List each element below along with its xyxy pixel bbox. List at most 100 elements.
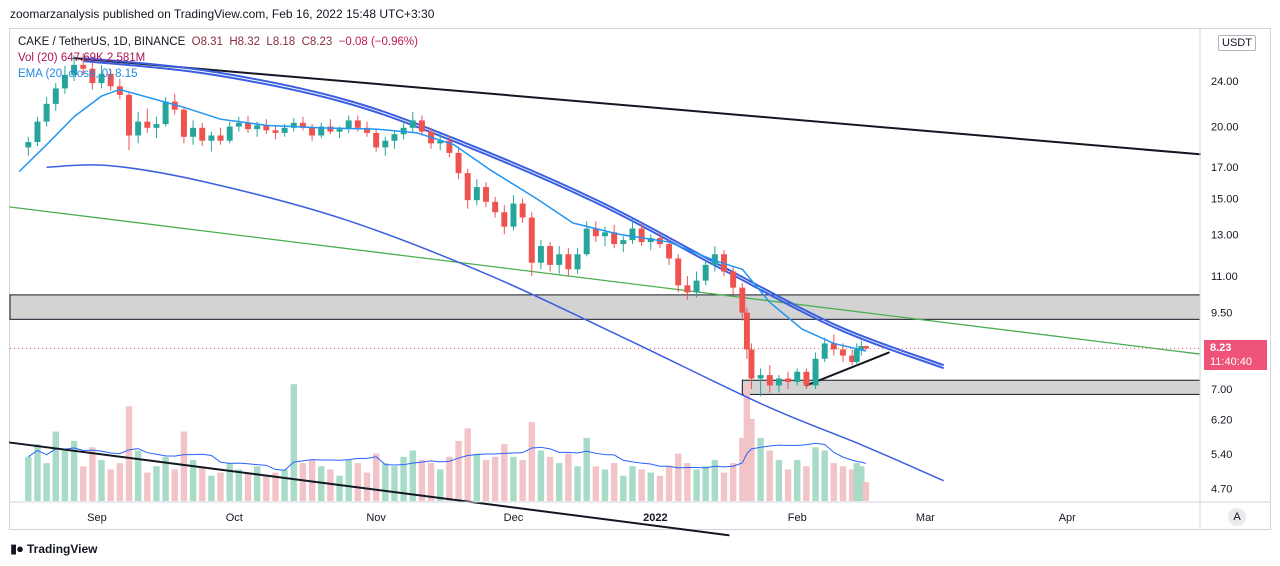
candle-body — [180, 109, 187, 137]
volume-bar — [272, 472, 279, 501]
candle-body — [190, 127, 197, 137]
candle-body — [455, 152, 462, 174]
last-price: 8.23 — [1210, 342, 1232, 354]
candle-body — [473, 187, 480, 201]
tradingview-logo[interactable]: ▮● TradingView — [10, 541, 97, 557]
candle-body — [785, 378, 792, 382]
candle-body — [693, 280, 700, 293]
legend-volume[interactable]: Vol (20) 647.69K 2.581M — [18, 52, 146, 64]
volume-bar — [70, 441, 78, 501]
volume-bar — [208, 475, 215, 501]
candle — [629, 219, 636, 245]
candle — [71, 55, 78, 81]
candle — [492, 196, 499, 218]
volume-ma-line — [28, 442, 867, 471]
volume-bar — [226, 463, 233, 501]
candle-body — [391, 134, 398, 141]
lower-arc-curve — [46, 164, 944, 482]
candle — [528, 212, 535, 277]
candle — [80, 53, 87, 75]
x-tick-label: Feb — [788, 512, 807, 524]
volume-bar — [638, 469, 645, 501]
candle-body — [71, 64, 78, 75]
y-tick-label: 5.40 — [1211, 449, 1232, 461]
candle — [245, 115, 251, 133]
legend-symbol[interactable]: CAKE / TetherUS, 1D, BINANCE — [18, 36, 186, 48]
volume-bar — [862, 482, 870, 501]
black-top-line — [73, 57, 1201, 156]
volume-bar — [281, 469, 288, 501]
candle-body — [309, 127, 316, 136]
candle-body — [327, 126, 334, 132]
candle — [602, 226, 608, 247]
candle — [730, 267, 737, 295]
x-tick-label: Sep — [87, 512, 107, 524]
legend-ema[interactable]: EMA (20, close, 0) 8.15 — [18, 68, 138, 80]
candle-body — [748, 349, 755, 379]
candle — [391, 131, 398, 149]
candle-body — [537, 246, 544, 263]
y-tick-label: 24.00 — [1211, 76, 1239, 88]
candle-body — [299, 122, 306, 128]
brand-name: TradingView — [27, 542, 98, 556]
auto-scale-button[interactable]: A — [1228, 508, 1246, 526]
candle-body — [217, 135, 224, 141]
volume-bar — [372, 453, 380, 501]
volume-bar — [743, 384, 751, 501]
candle — [785, 371, 792, 389]
x-tick-label: Oct — [226, 512, 243, 524]
y-tick-label: 9.50 — [1211, 308, 1232, 320]
candle — [711, 246, 718, 272]
volume-bar — [574, 466, 581, 501]
candle-body — [862, 346, 869, 349]
volume-bar — [107, 469, 114, 501]
volume-bar — [629, 466, 636, 501]
candle — [382, 136, 389, 156]
candle-body — [464, 173, 471, 201]
candle — [418, 115, 425, 136]
candle — [748, 343, 755, 389]
currency-unit-button[interactable]: USDT — [1218, 35, 1256, 51]
y-tick-label: 17.00 — [1211, 162, 1239, 174]
volume-bar — [830, 463, 838, 501]
volume-bar — [739, 437, 746, 501]
candle — [849, 349, 856, 366]
candle — [574, 248, 581, 274]
candle — [821, 337, 828, 362]
candle — [743, 307, 750, 359]
volume-bar — [199, 466, 206, 501]
volume-bar — [858, 466, 865, 501]
candle-body — [510, 203, 517, 227]
chart-legend: CAKE / TetherUS, 1D, BINANCE O8.31 H8.32… — [18, 34, 418, 82]
volume-bar — [290, 384, 297, 501]
candle-body — [354, 120, 361, 128]
drawings-layer — [9, 57, 1201, 537]
legend-close: C8.23 — [301, 36, 333, 48]
volume-bar — [116, 463, 124, 501]
candle-body — [675, 258, 682, 286]
volume-bar — [382, 463, 389, 501]
candle — [144, 108, 151, 133]
candle — [565, 248, 572, 277]
candle-body — [89, 68, 96, 84]
volume-bar — [52, 431, 59, 501]
candle-body — [162, 101, 169, 125]
candle — [592, 221, 599, 243]
candle-body — [666, 244, 673, 259]
volume-bar — [583, 437, 590, 501]
candle-body — [602, 232, 608, 237]
volume-bar — [711, 459, 719, 501]
candle-body — [52, 88, 59, 104]
candle-body — [135, 121, 142, 136]
volume-bar — [656, 475, 664, 501]
candle — [34, 116, 41, 147]
candle — [853, 343, 860, 366]
candle-body — [409, 120, 416, 128]
candle — [299, 116, 306, 131]
candle-body — [821, 343, 828, 359]
candle — [556, 246, 563, 274]
candle — [409, 112, 416, 132]
volume-bar — [336, 475, 343, 501]
volume-bar — [171, 469, 178, 501]
